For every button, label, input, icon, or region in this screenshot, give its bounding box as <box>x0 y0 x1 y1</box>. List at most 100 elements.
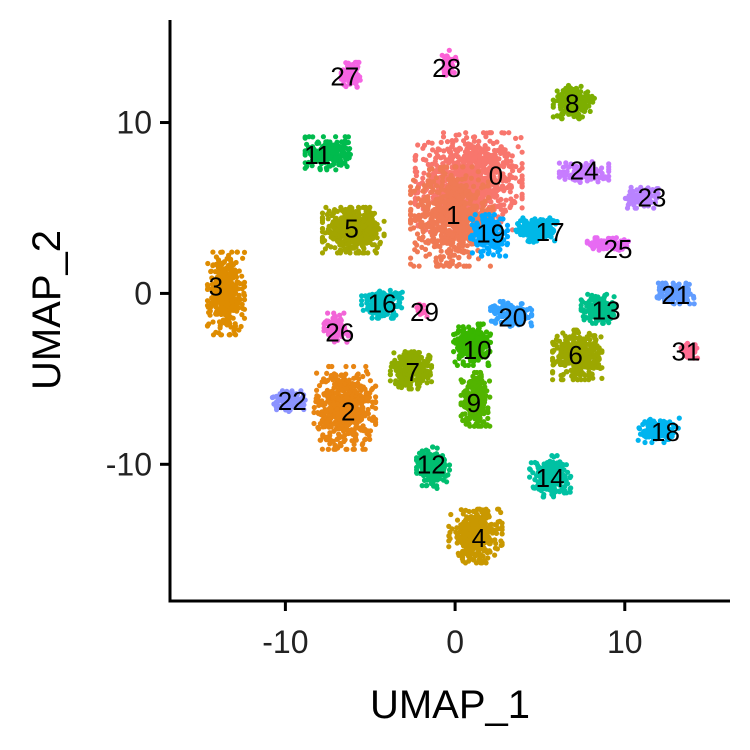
data-point <box>552 98 558 104</box>
data-point <box>322 424 328 430</box>
data-point <box>364 213 371 219</box>
data-point <box>241 284 248 290</box>
data-point <box>325 226 331 232</box>
data-point <box>343 446 349 452</box>
data-point <box>342 138 348 144</box>
data-point <box>210 262 216 268</box>
data-point <box>498 144 504 150</box>
data-point <box>599 375 605 381</box>
data-point <box>325 216 331 222</box>
data-point <box>466 263 472 269</box>
data-point <box>454 171 460 177</box>
data-point <box>550 369 556 375</box>
data-point <box>464 417 470 423</box>
data-point <box>413 173 419 179</box>
data-point <box>480 321 486 327</box>
data-point <box>363 363 369 370</box>
data-point <box>492 522 498 528</box>
data-point <box>381 231 387 237</box>
data-point <box>474 369 480 376</box>
data-point <box>496 203 502 209</box>
data-point <box>408 184 414 190</box>
data-point <box>233 259 239 266</box>
data-point <box>428 179 434 185</box>
data-point <box>342 437 348 443</box>
data-point <box>425 203 431 209</box>
data-point <box>336 162 342 168</box>
data-point <box>463 173 469 179</box>
data-point <box>319 398 325 404</box>
data-point <box>447 180 453 186</box>
data-point <box>556 95 563 101</box>
data-point <box>216 319 223 325</box>
data-point <box>500 175 506 181</box>
data-point <box>311 409 317 416</box>
data-point <box>439 182 445 188</box>
data-point <box>441 263 447 269</box>
data-point <box>451 349 457 355</box>
data-point <box>468 151 474 157</box>
data-point <box>485 407 491 413</box>
data-point <box>333 155 340 161</box>
data-point <box>360 412 366 418</box>
data-point <box>229 266 235 273</box>
data-point <box>323 204 329 210</box>
data-point <box>480 203 486 209</box>
data-point <box>485 206 491 212</box>
data-point <box>408 255 414 261</box>
data-point <box>335 410 341 416</box>
data-point <box>458 413 464 419</box>
data-point <box>397 354 403 360</box>
data-point <box>424 380 430 386</box>
data-point <box>491 181 497 187</box>
data-point <box>467 329 473 335</box>
data-point <box>240 255 246 261</box>
data-point <box>550 104 556 110</box>
data-point <box>373 250 379 256</box>
data-point <box>467 423 473 429</box>
data-point <box>487 549 493 555</box>
data-point <box>421 182 427 188</box>
data-point <box>321 376 327 382</box>
data-point <box>437 244 443 250</box>
data-point <box>337 250 343 256</box>
data-point <box>429 166 435 172</box>
data-point <box>458 208 464 214</box>
data-point <box>228 259 234 265</box>
data-point <box>475 169 481 175</box>
data-point <box>364 227 370 233</box>
data-point <box>207 308 213 314</box>
data-point <box>398 384 405 391</box>
data-point <box>431 206 438 213</box>
data-point <box>446 544 452 550</box>
data-point <box>432 200 438 206</box>
data-point <box>345 427 351 434</box>
data-point <box>357 397 364 403</box>
data-point <box>448 248 454 254</box>
data-point <box>351 446 357 452</box>
data-point <box>365 250 371 256</box>
data-point <box>433 183 440 189</box>
data-point <box>412 247 418 253</box>
data-point <box>388 364 394 370</box>
data-point <box>319 215 326 221</box>
data-point <box>453 340 459 346</box>
data-point <box>560 341 567 347</box>
data-point <box>519 173 525 179</box>
data-point <box>583 90 589 96</box>
data-point <box>343 386 349 392</box>
data-point <box>472 192 478 198</box>
data-point <box>455 217 461 223</box>
data-point <box>332 381 338 387</box>
data-point <box>320 134 326 140</box>
data-point <box>475 143 481 149</box>
data-point <box>453 151 459 158</box>
data-point <box>235 279 241 285</box>
data-point <box>561 362 567 368</box>
data-point <box>368 219 374 225</box>
data-point <box>454 517 461 523</box>
data-point <box>459 243 465 249</box>
data-point <box>333 446 339 452</box>
data-point <box>480 402 487 408</box>
